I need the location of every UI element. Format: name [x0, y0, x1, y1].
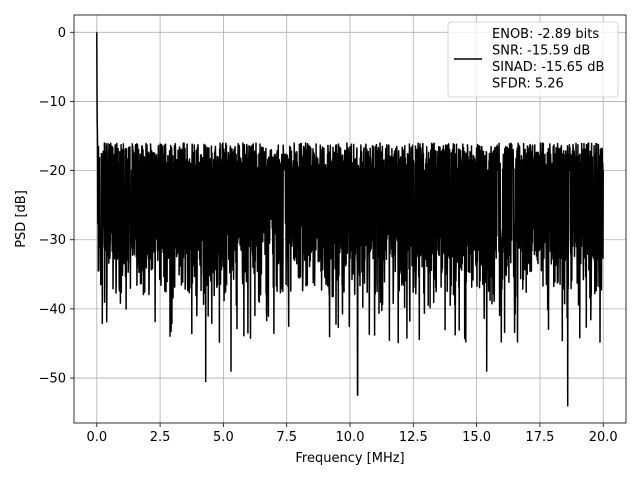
x-tick-label: 17.5: [525, 430, 554, 445]
x-tick-label: 10.0: [336, 430, 365, 445]
psd-trace: [96, 32, 604, 407]
y-axis-ticks: 0 −10 −20 −30 −40 −50: [39, 26, 74, 387]
y-tick-label: −40: [39, 302, 66, 317]
legend-line-sinad: SINAD: -15.65 dB: [492, 60, 604, 75]
y-axis-label: PSD [dB]: [14, 190, 29, 248]
legend-box: [447, 21, 619, 98]
x-tick-label: 2.5: [150, 430, 171, 445]
x-axis-label: Frequency [MHz]: [295, 451, 404, 466]
x-tick-label: 20.0: [589, 430, 618, 445]
x-tick-label: 15.0: [462, 430, 491, 445]
x-tick-label: 7.5: [276, 430, 297, 445]
y-tick-label: −10: [39, 95, 66, 110]
legend-line-snr: SNR: -15.59 dB: [492, 44, 590, 59]
y-tick-label: −20: [39, 164, 66, 179]
y-tick-label: 0: [58, 26, 66, 41]
x-tick-label: 0.0: [86, 430, 107, 445]
legend: ENOB: -2.89 bits SNR: -15.59 dB SINAD: -…: [447, 21, 619, 98]
psd-series-line: [96, 32, 604, 407]
legend-line-enob: ENOB: -2.89 bits: [492, 27, 599, 42]
x-axis-ticks: 0.0 2.5 5.0 7.5 10.0 12.5 15.0 17.5 20.0: [86, 423, 618, 445]
legend-line-sfdr: SFDR: 5.26: [492, 77, 564, 92]
x-tick-label: 12.5: [399, 430, 428, 445]
y-tick-label: −30: [39, 233, 66, 248]
x-tick-label: 5.0: [213, 430, 234, 445]
y-tick-label: −50: [39, 372, 66, 387]
